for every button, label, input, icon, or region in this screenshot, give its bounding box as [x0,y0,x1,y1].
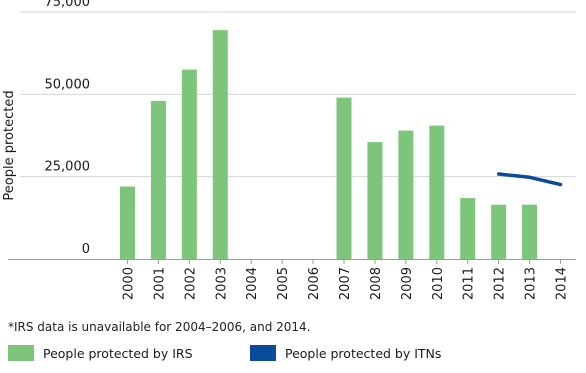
legend-swatch-itns [250,345,276,361]
x-tick-label: 2011 [462,267,477,300]
legend-label-irs: People protected by IRS [43,345,193,361]
x-tick-label: 2002 [183,267,198,300]
x-tick-label: 2012 [493,267,508,300]
x-tick-label: 2003 [214,267,229,300]
x-tick-labels: 2000 2001 2002 2003 2004 2005 2006 2007 2008 2009… [121,259,570,300]
x-tick-label: 2000 [121,267,136,300]
bar-irs-2003 [212,30,228,260]
x-tick-label: 2009 [400,267,415,300]
legend-label-itns: People protected by ITNs [285,345,442,361]
legend-item-irs: People protected by IRS [8,345,193,361]
y-tick-label: 0 [82,242,90,257]
bar-irs-2001 [150,100,166,259]
y-axis-label: People protected [2,90,17,200]
bar-irs-2012 [491,204,507,259]
legend-item-itns: People protected by ITNs [250,345,441,361]
bar-irs-2002 [181,69,197,259]
footnote: *IRS data is unavailable for 2004–2006, … [8,320,311,334]
legend: People protected by IRS People protected… [8,345,578,363]
bar-irs-2010 [429,125,445,260]
x-tick-label: 2001 [152,267,167,300]
itn-series-line [496,172,563,187]
x-tick-label: 2014 [555,267,570,300]
y-tick-label: 50,000 [45,77,91,92]
chart: 0 25,000 50,000 75,000 People protected 200… [2,0,576,300]
x-tick-label: 2013 [524,267,539,300]
x-tick-label: 2008 [369,267,384,300]
y-tick-label: 25,000 [45,160,91,175]
irs-bars [119,30,538,260]
bar-irs-2009 [398,130,414,259]
x-tick-label: 2005 [276,267,291,300]
x-tick-label: 2006 [307,267,322,300]
bar-irs-2000 [119,186,135,259]
x-tick-label: 2010 [431,267,446,300]
x-tick-label: 2007 [338,267,353,300]
y-tick-label: 75,000 [45,0,91,10]
bar-irs-2011 [460,198,476,259]
bar-irs-2013 [522,204,538,259]
gridlines [20,11,576,178]
bar-irs-2008 [367,142,383,259]
y-tick-labels: 0 25,000 50,000 75,000 [45,0,91,257]
legend-swatch-irs [8,345,34,361]
x-tick-label: 2004 [245,267,260,300]
bar-irs-2007 [336,97,352,259]
